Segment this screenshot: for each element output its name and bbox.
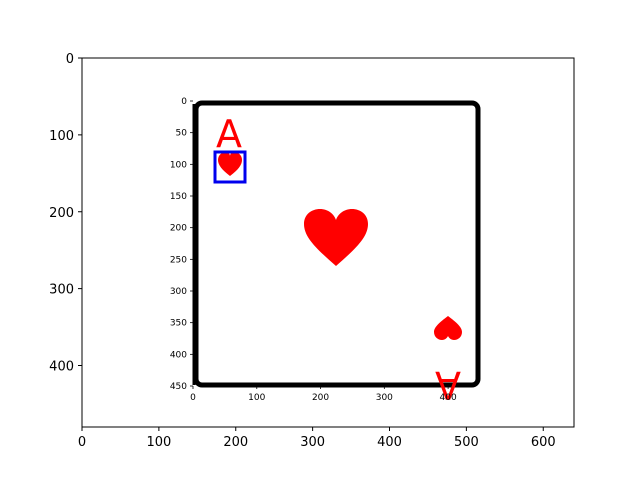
inner-y-tick-label: 300 xyxy=(170,287,187,297)
inner-y-tick-label: 200 xyxy=(170,224,187,234)
outer-x-tick-label: 400 xyxy=(377,435,402,450)
highlight-box xyxy=(213,150,247,184)
inner-x-tick-label: 200 xyxy=(312,393,329,403)
inner-y-tick-label: 150 xyxy=(170,192,187,202)
inner-axes: A A 0 100 200 300 400 0 50 100 150 200 250 300 350 4… xyxy=(170,97,481,407)
outer-y-tick-label: 100 xyxy=(49,129,74,144)
inner-y-tick-label: 450 xyxy=(170,382,187,392)
heart-icon xyxy=(304,209,368,266)
outer-x-tick-label: 100 xyxy=(146,435,171,450)
inner-y-tick-label: 350 xyxy=(170,319,187,329)
inner-x-tick-label: 400 xyxy=(440,393,457,403)
outer-x-tick-label: 200 xyxy=(223,435,248,450)
card-rank-bottom: A xyxy=(435,363,461,407)
inner-y-tick-label: 50 xyxy=(176,129,188,139)
outer-x-tick-label: 300 xyxy=(300,435,325,450)
outer-x-tick-label: 500 xyxy=(454,435,479,450)
heart-icon xyxy=(218,152,242,176)
outer-y-tick-label: 300 xyxy=(49,283,74,298)
inner-y-ticks: 0 50 100 150 200 250 300 350 400 450 xyxy=(170,97,193,392)
inner-y-tick-label: 250 xyxy=(170,255,187,265)
inner-x-ticks: 0 100 200 300 400 xyxy=(190,386,457,403)
outer-x-ticks: 0 100 200 300 400 500 600 xyxy=(78,427,556,450)
card-frame xyxy=(193,100,481,388)
outer-x-tick-label: 0 xyxy=(78,435,86,450)
heart-icon xyxy=(434,316,462,340)
outer-y-tick-label: 0 xyxy=(66,52,74,67)
inner-y-tick-label: 0 xyxy=(181,97,187,107)
inner-x-tick-label: 0 xyxy=(190,393,196,403)
outer-y-ticks: 0 100 200 300 400 xyxy=(49,52,82,375)
outer-y-tick-label: 400 xyxy=(49,360,74,375)
card-image: A A xyxy=(192,100,481,407)
inner-x-tick-label: 100 xyxy=(248,393,265,403)
inner-y-tick-label: 400 xyxy=(170,350,187,360)
outer-x-tick-label: 600 xyxy=(531,435,556,450)
card-rank-top: A xyxy=(216,112,242,156)
outer-y-tick-label: 200 xyxy=(49,206,74,221)
inner-x-tick-label: 300 xyxy=(376,393,393,403)
inner-y-tick-label: 100 xyxy=(170,160,187,170)
